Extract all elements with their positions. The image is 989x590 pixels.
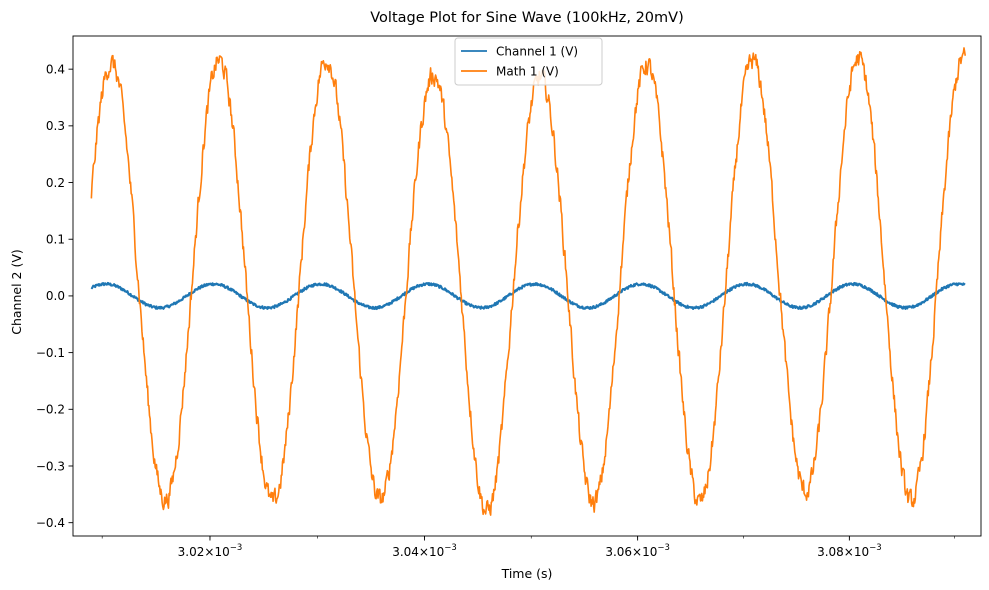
y-axis-label: Channel 2 (V) <box>9 249 24 335</box>
y-tick-label: −0.1 <box>36 346 65 360</box>
x-tick-label: 3.08×10−3 <box>817 543 882 559</box>
legend[interactable]: Channel 1 (V) Math 1 (V) <box>454 37 603 86</box>
x-tick-label: 3.02×10−3 <box>178 543 243 559</box>
x-axis-label: Time (s) <box>501 566 553 581</box>
y-tick-label: 0.4 <box>46 62 65 76</box>
y-tick-label: 0.2 <box>46 176 65 190</box>
plot-area-frame <box>72 35 982 537</box>
x-tick-label: 3.04×10−3 <box>392 543 457 559</box>
y-tick-label: 0.3 <box>46 119 65 133</box>
y-tick-label: −0.2 <box>36 403 65 417</box>
series-line-1 <box>90 281 966 311</box>
x-tick-label: 3.06×10−3 <box>605 543 670 559</box>
legend-label-2: Math 1 (V) <box>496 64 559 78</box>
chart-title: Voltage Plot for Sine Wave (100kHz, 20mV… <box>370 10 683 26</box>
y-tick-label: 0.1 <box>46 233 65 247</box>
legend-box <box>454 37 603 86</box>
y-tick-label: −0.3 <box>36 459 65 473</box>
series-line-2 <box>90 47 967 516</box>
y-tick-label: 0.0 <box>46 289 65 303</box>
series-layer <box>90 47 967 516</box>
legend-label-1: Channel 1 (V) <box>496 44 578 58</box>
x-axis: 3.02×10−3 3.04×10−3 3.06×10−3 3.08×10−3 <box>101 536 956 559</box>
y-tick-label: −0.4 <box>36 516 65 530</box>
y-axis: 0.4 0.3 0.2 0.1 0.0 −0.1 −0.2 −0.3 −0.4 <box>36 62 73 530</box>
